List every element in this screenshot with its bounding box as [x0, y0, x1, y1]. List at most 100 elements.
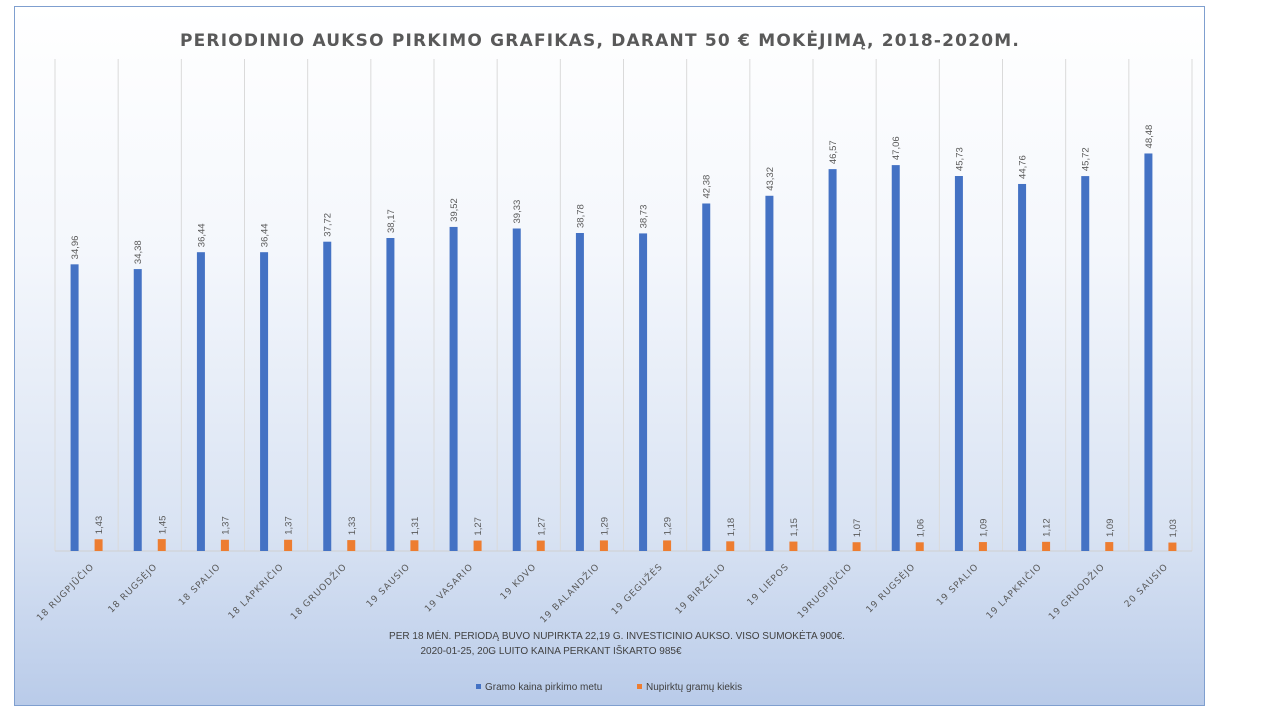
- bar-gramo-kaina-17: [1081, 176, 1090, 551]
- tick-label-4: 18 LAPKRIČIO: [225, 561, 286, 622]
- bar-nupirktu-gramu-6: [410, 540, 419, 551]
- bar-nupirktu-gramu-13: [852, 542, 861, 551]
- data-label-nupirktu-gramu-11: 1,18: [726, 518, 737, 537]
- data-label-nupirktu-gramu-13: 1,07: [852, 519, 863, 538]
- legend-label-gramo-kaina: Gramo kaina pirkimo metu: [485, 682, 602, 693]
- bar-gramo-kaina-18: [1144, 153, 1153, 552]
- tick-label-7: 19 VASARIO: [423, 562, 475, 614]
- bar-nupirktu-gramu-2: [157, 539, 166, 551]
- bar-nupirktu-gramu-11: [726, 541, 735, 551]
- data-label-nupirktu-gramu-9: 1,29: [599, 517, 610, 536]
- data-label-gramo-kaina-8: 39,33: [512, 200, 523, 224]
- data-label-nupirktu-gramu-7: 1,27: [473, 517, 484, 536]
- tick-label-6: 19 SAUSIO: [365, 562, 413, 610]
- bar-nupirktu-gramu-14: [915, 542, 924, 551]
- bar-nupirktu-gramu-1: [94, 539, 103, 551]
- data-label-nupirktu-gramu-18: 1,03: [1168, 519, 1179, 538]
- bar-gramo-kaina-6: [386, 238, 395, 552]
- data-label-gramo-kaina-11: 42,38: [702, 175, 713, 199]
- bar-nupirktu-gramu-17: [1105, 542, 1114, 551]
- tick-label-11: 19 BIRŽELIO: [673, 561, 729, 617]
- chart-title: PERIODINIO AUKSO PIRKIMO GRAFIKAS, DARAN…: [180, 29, 1020, 51]
- bar-nupirktu-gramu-8: [536, 540, 545, 551]
- bar-gramo-kaina-12: [765, 195, 774, 551]
- data-label-nupirktu-gramu-14: 1,06: [915, 519, 926, 538]
- data-label-nupirktu-gramu-10: 1,29: [663, 517, 674, 536]
- data-label-gramo-kaina-4: 36,44: [260, 223, 271, 247]
- tick-label-9: 19 BALANDŽIO: [537, 561, 602, 626]
- bar-gramo-kaina-5: [323, 241, 332, 552]
- bar-nupirktu-gramu-7: [473, 540, 482, 551]
- data-label-gramo-kaina-14: 47,06: [891, 136, 902, 160]
- data-label-nupirktu-gramu-12: 1,15: [789, 518, 800, 537]
- data-label-nupirktu-gramu-2: 1,45: [157, 516, 168, 535]
- bar-nupirktu-gramu-5: [347, 540, 356, 551]
- bar-gramo-kaina-13: [828, 169, 837, 551]
- bar-gramo-kaina-16: [1018, 183, 1027, 551]
- data-label-gramo-kaina-1: 34,96: [70, 236, 81, 260]
- tick-labels: 18 RUGPJŪČIO 18 RUGSĖJO 18 SPALIO 18 LAPKRI…: [34, 561, 1171, 626]
- data-label-gramo-kaina-6: 38,17: [386, 209, 397, 233]
- bar-nupirktu-gramu-18: [1168, 542, 1177, 551]
- data-label-gramo-kaina-13: 46,57: [828, 140, 839, 164]
- legend-swatch-nupirktu-gramu: [637, 684, 642, 689]
- data-label-nupirktu-gramu-5: 1,33: [347, 517, 358, 536]
- value-labels: 34,96 34,38 36,44 36,44 37,72 38,17 39,52 39,33…: [70, 125, 1179, 538]
- bars: [70, 153, 1177, 552]
- legend: Gramo kaina pirkimo metu Nupirktų gramų …: [476, 682, 742, 693]
- tick-label-13: 19RUGPJŪČIO: [795, 561, 855, 621]
- data-label-gramo-kaina-18: 48,48: [1144, 125, 1155, 149]
- tick-label-5: 18 GRUODŽIO: [288, 561, 350, 623]
- bar-nupirktu-gramu-9: [599, 540, 608, 551]
- tick-label-12: 19 LIEPOS: [746, 562, 792, 608]
- tick-label-15: 19 SPALIO: [935, 562, 981, 608]
- data-label-nupirktu-gramu-1: 1,43: [94, 516, 105, 535]
- data-label-nupirktu-gramu-4: 1,37: [284, 516, 295, 535]
- tick-label-1: 18 RUGPJŪČIO: [34, 561, 97, 624]
- gridlines: [54, 59, 1193, 551]
- bar-nupirktu-gramu-16: [1042, 541, 1051, 551]
- legend-swatch-gramo-kaina: [476, 684, 481, 689]
- data-label-gramo-kaina-15: 45,73: [954, 147, 965, 171]
- tick-label-10: 19 GEGUŽĖS: [609, 561, 666, 618]
- data-label-gramo-kaina-2: 34,38: [133, 240, 144, 264]
- bar-nupirktu-gramu-12: [789, 541, 798, 551]
- data-label-gramo-kaina-10: 38,73: [639, 205, 650, 229]
- tick-label-14: 19 RUGSĖJO: [864, 561, 918, 615]
- data-label-nupirktu-gramu-8: 1,27: [536, 517, 547, 536]
- bar-gramo-kaina-11: [702, 203, 711, 551]
- bar-nupirktu-gramu-4: [284, 539, 293, 551]
- bar-gramo-kaina-3: [196, 252, 205, 551]
- data-label-nupirktu-gramu-6: 1,31: [410, 517, 421, 536]
- bar-gramo-kaina-4: [260, 252, 269, 551]
- bar-nupirktu-gramu-15: [978, 542, 987, 551]
- bar-gramo-kaina-1: [70, 264, 79, 551]
- data-label-gramo-kaina-16: 44,76: [1018, 155, 1029, 179]
- data-label-nupirktu-gramu-17: 1,09: [1105, 519, 1116, 538]
- data-label-gramo-kaina-12: 43,32: [765, 167, 776, 191]
- tick-label-17: 19 GRUODŽIO: [1046, 561, 1108, 623]
- note-line-2: 2020-01-25, 20G LUITO KAINA PERKANT IŠKA…: [420, 644, 681, 657]
- bar-nupirktu-gramu-3: [220, 539, 229, 551]
- bar-nupirktu-gramu-10: [663, 540, 672, 551]
- bar-chart: PERIODINIO AUKSO PIRKIMO GRAFIKAS, DARAN…: [34, 29, 1193, 693]
- bar-gramo-kaina-7: [449, 226, 458, 551]
- bar-gramo-kaina-10: [639, 233, 648, 551]
- tick-label-16: 19 LAPKRIČIO: [983, 561, 1044, 622]
- data-label-nupirktu-gramu-16: 1,12: [1042, 518, 1053, 537]
- data-label-gramo-kaina-17: 45,72: [1081, 147, 1092, 171]
- tick-label-2: 18 RUGSĖJO: [106, 561, 160, 615]
- data-label-nupirktu-gramu-3: 1,37: [220, 516, 231, 535]
- bar-gramo-kaina-8: [512, 228, 521, 551]
- chart-frame: PERIODINIO AUKSO PIRKIMO GRAFIKAS, DARAN…: [14, 6, 1205, 706]
- data-label-nupirktu-gramu-15: 1,09: [978, 519, 989, 538]
- note-line-1: PER 18 MĖN. PERIODĄ BUVO NUPIRKTA 22,19 …: [389, 629, 845, 642]
- bar-gramo-kaina-15: [954, 176, 963, 551]
- data-label-gramo-kaina-9: 38,78: [575, 204, 586, 228]
- bar-gramo-kaina-14: [891, 165, 900, 551]
- data-label-gramo-kaina-3: 36,44: [196, 223, 207, 247]
- data-label-gramo-kaina-7: 39,52: [449, 198, 460, 222]
- tick-label-18: 20 SAUSIO: [1123, 562, 1171, 610]
- tick-label-3: 18 SPALIO: [177, 562, 223, 608]
- legend-label-nupirktu-gramu: Nupirktų gramų kiekis: [646, 682, 742, 693]
